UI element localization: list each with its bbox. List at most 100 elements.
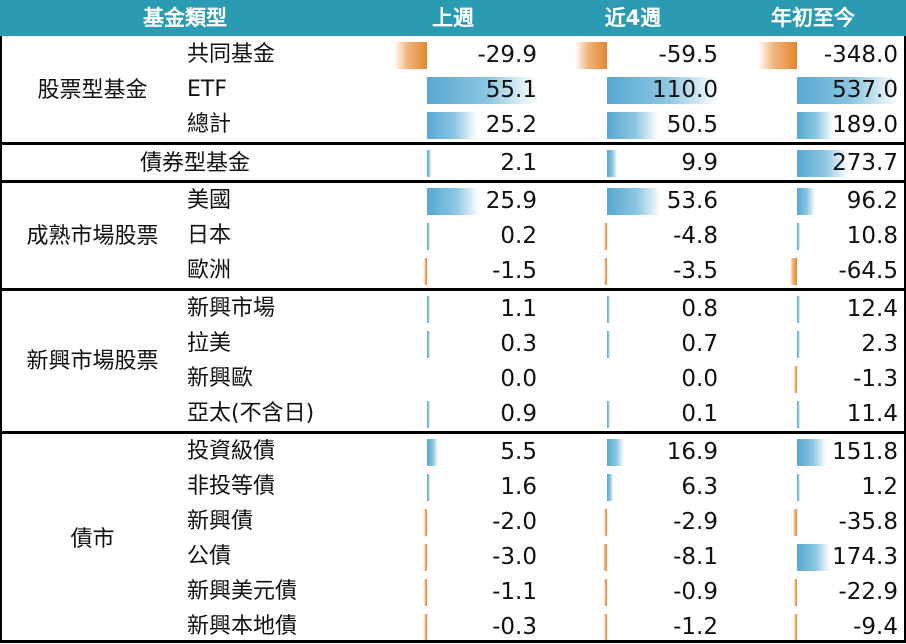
bar-g2-r1-c2 xyxy=(797,223,800,250)
row-label-g4-r4: 新興美元債 xyxy=(187,579,298,604)
value-g2-r0-c0: 25.9 xyxy=(485,188,537,214)
value-g0-r1-c0: 55.1 xyxy=(485,77,537,103)
bar-g4-r1-c1 xyxy=(607,474,613,501)
bar-g3-r0-c2 xyxy=(797,296,800,323)
value-g2-r2-c2: -64.5 xyxy=(838,258,898,284)
group-label-0: 股票型基金 xyxy=(37,77,148,103)
bar-g0-r0-c1 xyxy=(575,42,607,69)
value-g4-r2-c2: -35.8 xyxy=(838,509,898,535)
value-g4-r4-c2: -22.9 xyxy=(838,579,898,605)
value-g2-r2-c0: -1.5 xyxy=(492,258,537,284)
row-label-g3-r1: 拉美 xyxy=(187,331,232,356)
value-g0-r0-c2: -348.0 xyxy=(823,42,898,68)
value-g4-r3-c1: -8.1 xyxy=(673,544,718,570)
bar-g3-r3-c2 xyxy=(797,401,800,428)
row-label-g2-r0: 美國 xyxy=(187,188,232,213)
bottom-border xyxy=(0,640,906,643)
value-g3-r0-c2: 12.4 xyxy=(846,296,898,322)
bar-g0-r0-c0 xyxy=(394,42,427,69)
group-label-3: 新興市場股票 xyxy=(26,349,159,374)
row-label-g3-r2: 新興歐 xyxy=(187,366,254,391)
bar-g4-r1-c0 xyxy=(427,474,430,501)
bar-g3-r3-c0 xyxy=(427,401,430,428)
value-g4-r3-c2: 174.3 xyxy=(832,544,898,570)
bar-g4-r4-c2 xyxy=(794,579,797,606)
value-g3-r2-c1: 0.0 xyxy=(681,366,718,392)
bar-g4-r4-c0 xyxy=(424,579,427,606)
bar-g2-r2-c0 xyxy=(424,258,427,285)
bar-g0-r1-c0 xyxy=(427,77,537,104)
header-ytd: 年初至今 xyxy=(771,6,855,30)
value-g0-r1-c2: 537.0 xyxy=(832,77,898,103)
value-g4-r0-c1: 16.9 xyxy=(666,439,718,465)
bar-g3-r1-c0 xyxy=(427,331,430,358)
bar-g4-r0-c0 xyxy=(427,439,438,466)
bar-g2-r0-c1 xyxy=(607,188,661,215)
value-g4-r5-c1: -1.2 xyxy=(673,614,718,640)
value-g4-r4-c0: -1.1 xyxy=(492,579,537,605)
value-g3-r1-c1: 0.7 xyxy=(681,331,718,357)
header-four-weeks: 近4週 xyxy=(604,6,662,30)
value-g0-r2-c1: 50.5 xyxy=(666,112,718,138)
bar-g4-r1-c2 xyxy=(797,474,800,501)
bar-g4-r3-c2 xyxy=(797,544,830,571)
value-g0-r0-c1: -59.5 xyxy=(658,42,718,68)
header-fund-type: 基金類型 xyxy=(143,6,227,30)
bar-g2-r2-c1 xyxy=(604,258,607,285)
bar-g2-r1-c1 xyxy=(604,223,607,250)
bar-g4-r0-c1 xyxy=(607,439,624,466)
bar-g4-r5-c2 xyxy=(794,614,797,641)
value-g3-r2-c2: -1.3 xyxy=(853,366,898,392)
row-label-g2-r2: 歐洲 xyxy=(187,258,232,283)
group-separator-3 xyxy=(0,431,906,434)
group-label-1: 債券型基金 xyxy=(139,150,250,176)
bar-g4-r2-c1 xyxy=(604,509,607,536)
bar-g0-r2-c1 xyxy=(607,112,658,139)
bar-g0-r0-c2 xyxy=(758,42,797,69)
value-g4-r1-c1: 6.3 xyxy=(681,474,718,500)
group-label-4: 債市 xyxy=(70,527,115,552)
bar-g2-r1-c0 xyxy=(427,223,430,250)
value-g0-r2-c0: 25.2 xyxy=(485,112,537,138)
bar-g4-r2-c0 xyxy=(424,509,427,536)
value-g4-r5-c2: -9.4 xyxy=(853,614,898,640)
row-label-g0-r2: 總計 xyxy=(187,112,232,137)
bar-g4-r0-c2 xyxy=(797,439,826,466)
row-label-g3-r3: 亞太(不含日) xyxy=(187,401,315,426)
bar-g4-r3-c0 xyxy=(424,544,427,571)
row-label-g2-r1: 日本 xyxy=(187,223,232,248)
row-label-g4-r1: 非投等債 xyxy=(187,474,276,499)
bar-g4-r3-c1 xyxy=(603,544,607,571)
value-g1-r0-c0: 2.1 xyxy=(500,150,537,176)
value-g2-r0-c1: 53.6 xyxy=(666,188,718,214)
value-g3-r0-c0: 1.1 xyxy=(500,296,537,322)
row-label-g4-r5: 新興本地債 xyxy=(187,614,298,639)
bar-g3-r3-c1 xyxy=(607,401,610,428)
bar-g2-r0-c0 xyxy=(427,188,479,215)
value-g3-r3-c0: 0.9 xyxy=(500,401,537,427)
value-g2-r1-c1: -4.8 xyxy=(673,223,718,249)
bar-g1-r0-c0 xyxy=(427,150,431,177)
value-g1-r0-c1: 9.9 xyxy=(681,150,718,176)
value-g3-r1-c0: 0.3 xyxy=(500,331,537,357)
bar-g3-r2-c2 xyxy=(794,366,797,393)
bar-g0-r2-c2 xyxy=(797,112,833,139)
group-label-2: 成熟市場股票 xyxy=(26,223,159,249)
value-g3-r3-c1: 0.1 xyxy=(681,401,718,427)
left-border xyxy=(0,36,2,643)
value-g4-r5-c0: -0.3 xyxy=(492,614,537,640)
value-g0-r0-c0: -29.9 xyxy=(477,42,537,68)
group-separator-1 xyxy=(0,180,906,183)
value-g2-r0-c2: 96.2 xyxy=(846,188,898,214)
value-g4-r0-c2: 151.8 xyxy=(832,439,898,465)
value-g0-r1-c1: 110.0 xyxy=(652,77,718,103)
value-g4-r3-c0: -3.0 xyxy=(492,544,537,570)
value-g4-r4-c1: -0.9 xyxy=(673,579,718,605)
header-last-week: 上週 xyxy=(432,6,474,30)
value-g3-r3-c2: 11.4 xyxy=(846,401,898,427)
right-border xyxy=(904,36,906,643)
header-bar xyxy=(0,0,906,36)
value-g4-r2-c0: -2.0 xyxy=(492,509,537,535)
bar-g2-r0-c2 xyxy=(797,188,815,215)
